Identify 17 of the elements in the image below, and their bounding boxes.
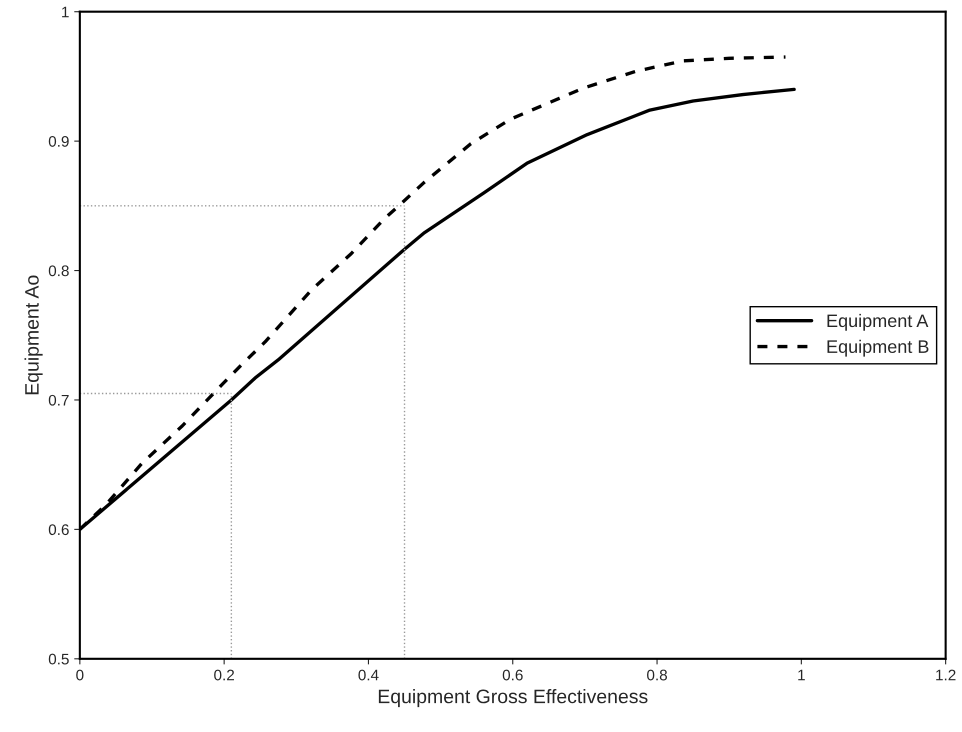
y-tick-label: 1 <box>62 6 69 18</box>
legend-label: Equipment B <box>828 340 928 357</box>
x-tick-label: 0 <box>76 670 84 680</box>
y-tick-label: 0.7 <box>48 394 69 406</box>
x-axis-title: Equipment Gross Effectiveness <box>378 689 648 708</box>
x-tick-label: 1.2 <box>936 670 956 680</box>
x-tick-label: 0.8 <box>647 670 667 680</box>
legend-label: Equipment A <box>828 314 928 331</box>
x-tick-label: 0.4 <box>358 670 379 680</box>
y-tick-label: 0.9 <box>48 136 69 147</box>
x-tick-label: 0.6 <box>502 670 523 680</box>
y-tick-label: 0.6 <box>48 524 69 536</box>
x-tick-label: 1 <box>798 670 805 680</box>
y-axis-title: Equipment Ao <box>24 276 43 394</box>
y-tick-label: 0.8 <box>48 265 69 276</box>
y-tick-label: 0.5 <box>48 654 69 664</box>
x-tick-label: 0.2 <box>214 670 234 680</box>
